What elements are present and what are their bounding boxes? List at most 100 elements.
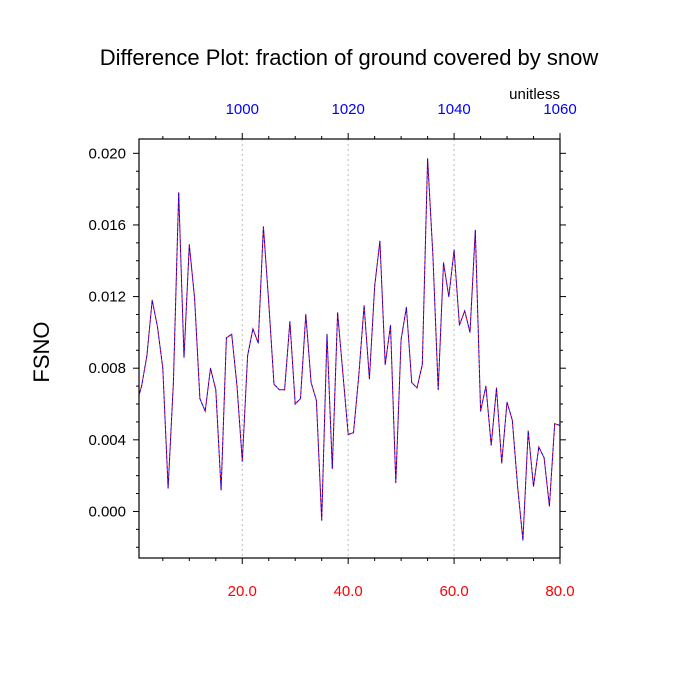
data-point bbox=[437, 389, 439, 391]
data-point bbox=[199, 398, 201, 400]
data-point bbox=[395, 482, 397, 484]
data-point bbox=[495, 387, 498, 389]
series-line-red bbox=[138, 158, 561, 541]
data-point bbox=[411, 381, 413, 384]
data-point bbox=[310, 381, 312, 384]
axis-ticks bbox=[133, 133, 566, 564]
y-tick-label: 0.016 bbox=[88, 217, 126, 234]
data-point bbox=[384, 364, 386, 366]
data-point bbox=[273, 383, 275, 385]
top-tick-label: 1040 bbox=[437, 101, 470, 118]
data-point bbox=[284, 389, 286, 391]
y-tick-label: 0.008 bbox=[88, 360, 126, 377]
top-tick-label: 1060 bbox=[543, 101, 576, 118]
data-point bbox=[321, 519, 323, 522]
data-point bbox=[374, 285, 376, 287]
chart-title: Difference Plot: fraction of ground cove… bbox=[100, 45, 599, 70]
data-point bbox=[432, 254, 434, 256]
data-point bbox=[156, 326, 159, 328]
data-point bbox=[172, 381, 174, 384]
data-point bbox=[469, 331, 471, 333]
data-point bbox=[485, 385, 487, 387]
data-point bbox=[294, 403, 296, 405]
data-point bbox=[178, 192, 180, 194]
data-point bbox=[442, 262, 445, 264]
data-point bbox=[532, 485, 535, 487]
data-point bbox=[554, 423, 556, 425]
data-point bbox=[204, 410, 206, 412]
y-tick-label: 0.000 bbox=[88, 503, 126, 520]
data-point bbox=[337, 312, 339, 314]
series-line-blue bbox=[138, 158, 561, 541]
data-point bbox=[278, 389, 280, 391]
data-point bbox=[141, 385, 143, 387]
data-point bbox=[220, 489, 222, 491]
data-point bbox=[379, 240, 381, 242]
data-point bbox=[517, 485, 519, 487]
data-point bbox=[474, 229, 476, 231]
x-tick-label: 20.0 bbox=[228, 583, 257, 600]
data-point bbox=[146, 355, 148, 357]
data-point bbox=[268, 301, 270, 303]
data-point bbox=[538, 446, 540, 448]
x-tick-label: 80.0 bbox=[545, 583, 574, 600]
data-point bbox=[342, 373, 344, 375]
data-point bbox=[289, 321, 291, 323]
plot-frame bbox=[138, 138, 561, 559]
data-point bbox=[453, 249, 455, 251]
x-tick-labels: 20.0 40.0 60.0 80.0 bbox=[228, 583, 575, 600]
units-label: unitless bbox=[509, 86, 560, 103]
data-point bbox=[416, 387, 418, 389]
data-point bbox=[315, 399, 317, 401]
data-point bbox=[548, 505, 551, 507]
data-point bbox=[209, 367, 212, 369]
data-point bbox=[363, 304, 365, 307]
data-point bbox=[225, 337, 227, 339]
data-point bbox=[458, 324, 460, 326]
data-point bbox=[231, 333, 233, 335]
data-point bbox=[352, 432, 355, 434]
y-tick-label: 0.004 bbox=[88, 432, 126, 449]
data-point bbox=[480, 410, 482, 412]
data-point bbox=[167, 487, 169, 489]
data-point bbox=[247, 355, 249, 357]
data-point bbox=[257, 342, 259, 344]
y-tick-label: 0.012 bbox=[88, 289, 126, 306]
data-point bbox=[405, 306, 407, 308]
data-point bbox=[427, 158, 429, 160]
data-point bbox=[389, 324, 392, 326]
data-point bbox=[506, 401, 508, 403]
data-point bbox=[236, 385, 238, 387]
data-point bbox=[262, 226, 264, 228]
y-axis-label: FSNO bbox=[29, 321, 54, 382]
data-point bbox=[421, 364, 423, 366]
data-point bbox=[464, 310, 466, 312]
top-tick-label: 1000 bbox=[226, 101, 259, 118]
data-point bbox=[241, 460, 243, 462]
data-point bbox=[331, 467, 333, 470]
data-point bbox=[511, 419, 513, 421]
data-point bbox=[162, 367, 164, 369]
data-point bbox=[347, 433, 349, 435]
series-group bbox=[138, 158, 561, 541]
data-point bbox=[490, 444, 492, 446]
x-tick-label: 40.0 bbox=[334, 583, 363, 600]
data-point bbox=[305, 313, 307, 316]
data-point bbox=[188, 244, 190, 246]
data-point bbox=[194, 297, 196, 299]
data-point bbox=[400, 338, 402, 341]
data-point bbox=[501, 462, 503, 464]
data-point bbox=[252, 328, 254, 330]
data-point bbox=[326, 333, 328, 335]
top-tick-labels: 1000 1020 1040 1060 bbox=[226, 101, 577, 118]
x-tick-label: 60.0 bbox=[439, 583, 468, 600]
data-point bbox=[358, 374, 360, 376]
data-point bbox=[151, 299, 153, 301]
data-point bbox=[448, 296, 450, 298]
y-tick-labels: 0.000 0.004 0.008 0.012 0.016 0.020 bbox=[88, 145, 126, 520]
y-tick-label: 0.020 bbox=[88, 145, 126, 162]
data-point bbox=[299, 398, 302, 400]
data-point bbox=[527, 430, 529, 432]
data-point bbox=[522, 539, 524, 541]
